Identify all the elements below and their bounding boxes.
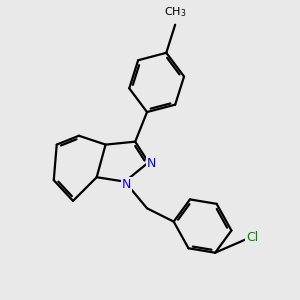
Text: N: N — [147, 158, 156, 170]
Text: N: N — [122, 178, 131, 191]
Text: Cl: Cl — [246, 231, 258, 244]
Text: CH$_3$: CH$_3$ — [164, 5, 186, 19]
